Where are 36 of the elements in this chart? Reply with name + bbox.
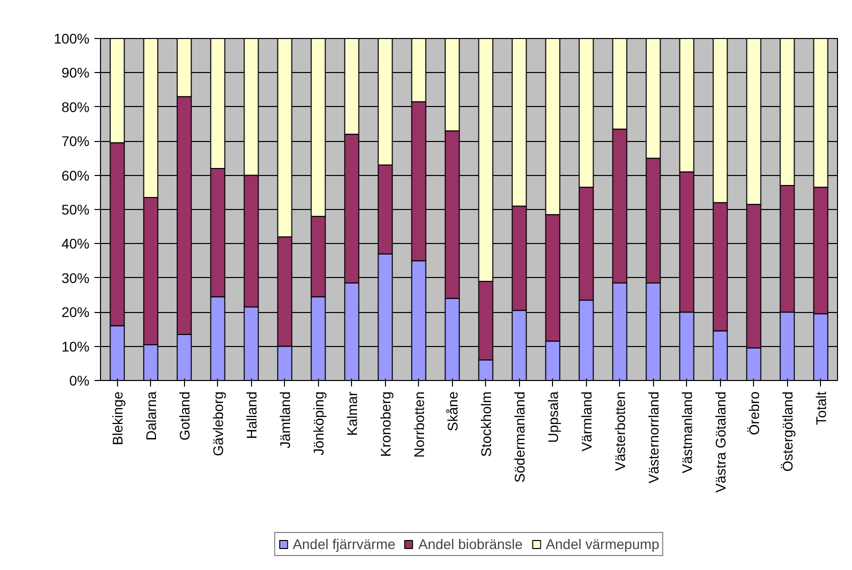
x-tick-label: Värmland: [578, 391, 594, 452]
y-tick-label: 0%: [69, 372, 90, 388]
x-tick-label: Örebro: [746, 391, 762, 436]
x-tick-label: Dalarna: [142, 391, 159, 441]
x-tick-label: Totalt: [812, 391, 829, 425]
legend-label: Andel värmepump: [546, 536, 660, 552]
x-tick-label: Västra Götaland: [712, 392, 728, 493]
y-tick-label: 90%: [61, 64, 90, 81]
y-tick-label: 60%: [61, 167, 90, 184]
y-tick-label: 10%: [61, 338, 90, 354]
x-tick-label: Gotland: [176, 391, 192, 441]
x-tick-label: Södermanland: [511, 392, 528, 483]
x-tick-label: Kronoberg: [377, 391, 394, 457]
legend-label: Andel fjärrvärme: [292, 536, 396, 552]
x-tick-label: Stockholm: [478, 392, 494, 457]
y-tick-label: 40%: [61, 236, 90, 252]
x-tick-label: Kalmar: [344, 391, 360, 436]
y-tick-label: 70%: [61, 133, 90, 150]
y-tick-label: 30%: [61, 270, 90, 286]
y-tick-label: 20%: [61, 304, 90, 320]
x-tick-label: Halland: [243, 391, 260, 439]
x-tick-label: Norrbotten: [410, 391, 427, 458]
x-tick-label: Blekinge: [109, 391, 126, 446]
y-tick-label: 100%: [54, 30, 90, 46]
x-tick-label: Gävleborg: [210, 392, 226, 456]
legend-label: Andel biobränsle: [418, 536, 523, 552]
x-tick-label: Jönköping: [310, 392, 326, 456]
y-tick-label: 80%: [61, 98, 90, 115]
x-tick-label: Östergötland: [779, 391, 796, 472]
x-tick-label: Jämtland: [276, 391, 293, 448]
x-tick-label: Skåne: [444, 391, 460, 432]
y-tick-label: 50%: [61, 202, 90, 218]
x-tick-label: Uppsala: [544, 391, 561, 443]
x-tick-label: Västerbotten: [612, 391, 628, 471]
x-tick-label: Västmanland: [678, 392, 695, 474]
x-tick-label: Västernorrland: [645, 392, 662, 484]
